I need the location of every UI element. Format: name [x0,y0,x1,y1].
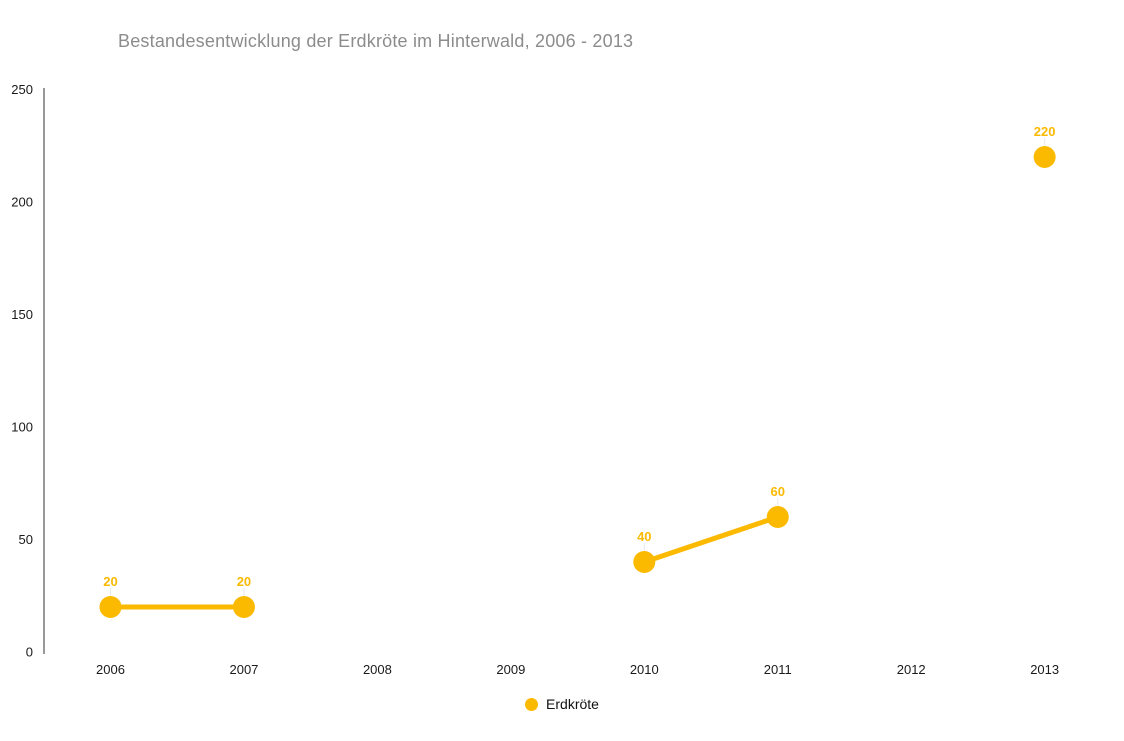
legend-item-erdkroete[interactable]: Erdkröte [525,696,599,712]
y-tick-label: 250 [11,82,33,97]
series-line [643,514,779,565]
chart-title: Bestandesentwicklung der Erdkröte im Hin… [118,31,634,51]
y-tick-label: 0 [26,645,33,660]
legend: Erdkröte [0,696,1124,712]
x-tick-label: 2013 [1030,662,1059,677]
y-tick-label: 100 [11,420,33,435]
y-tick-label: 50 [19,532,33,547]
y-tick-label: 150 [11,307,33,322]
data-point[interactable] [633,551,656,573]
x-tick-label: 2012 [897,662,926,677]
x-tick-label: 2007 [229,662,258,677]
point-label: 40 [637,529,651,544]
data-point[interactable] [99,596,122,618]
point-label: 20 [103,574,117,589]
x-tick-label: 2010 [630,662,659,677]
x-tick-label: 2009 [496,662,525,677]
legend-label: Erdkröte [546,696,599,712]
point-label: 60 [771,484,785,499]
data-point[interactable] [766,506,789,528]
x-tick-label: 2011 [764,662,792,677]
legend-swatch-icon [525,697,539,711]
point-label: 20 [237,574,251,589]
x-tick-label: 2008 [363,662,392,677]
data-point[interactable] [1033,146,1056,168]
y-tick-label: 200 [11,195,33,210]
data-point[interactable] [232,596,255,618]
x-tick-label: 2006 [96,662,125,677]
point-label: 220 [1034,124,1056,139]
